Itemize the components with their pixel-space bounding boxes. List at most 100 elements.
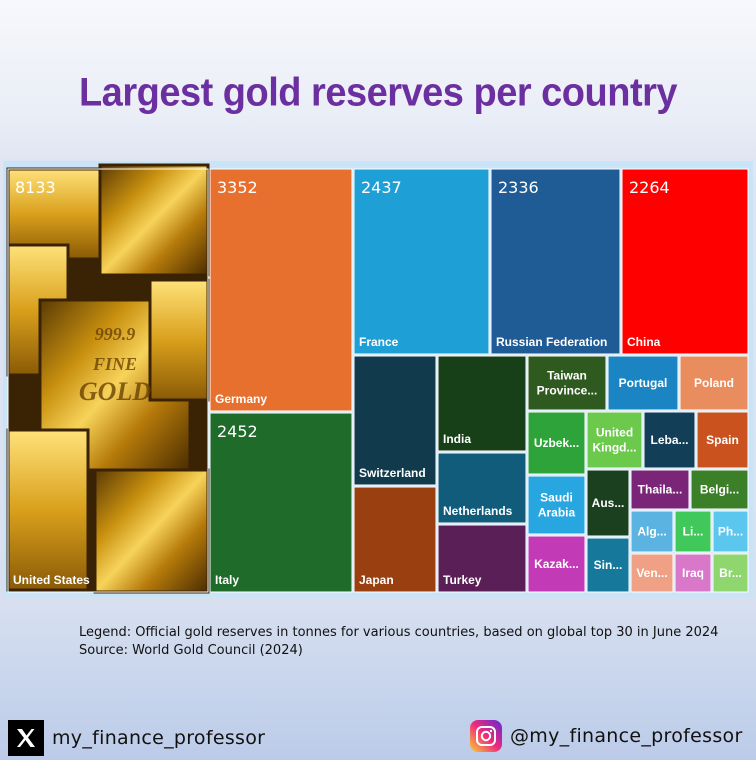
cell-label: Poland xyxy=(694,376,734,390)
cell-label: Portugal xyxy=(619,376,668,390)
treemap-cell-br[interactable]: Br... xyxy=(712,553,749,593)
cell-label: Ven... xyxy=(636,566,667,580)
cell-value: 2437 xyxy=(361,178,402,197)
cell-rect xyxy=(438,525,526,592)
instagram-logo-icon xyxy=(470,720,502,752)
cell-border xyxy=(490,168,621,355)
cell-label: Turkey xyxy=(443,573,482,587)
cell-border xyxy=(353,486,437,593)
cell-label: Thaila... xyxy=(638,483,683,497)
cell-label: United xyxy=(596,426,633,440)
treemap-cell-united-kingd[interactable]: UnitedKingd... xyxy=(586,411,643,469)
cell-border xyxy=(712,553,749,593)
cell-border xyxy=(674,510,712,553)
cell-rect xyxy=(354,356,436,485)
treemap-cell-belgi[interactable]: Belgi... xyxy=(690,469,749,510)
cell-rect xyxy=(438,453,526,523)
cell-label: Italy xyxy=(215,573,239,587)
cell-rect xyxy=(354,169,489,354)
treemap-cell-taiwan-province[interactable]: TaiwanProvince... xyxy=(527,355,607,411)
cell-border xyxy=(607,355,679,411)
cell-rect xyxy=(631,554,673,592)
cell-value: 2336 xyxy=(498,178,539,197)
cell-border xyxy=(674,553,712,593)
treemap-cell-portugal[interactable]: Portugal xyxy=(607,355,679,411)
treemap-cell-aus[interactable]: Aus... xyxy=(586,469,630,537)
cell-label: Taiwan xyxy=(547,369,587,383)
cell-border xyxy=(7,168,209,593)
cell-label: Japan xyxy=(359,573,394,587)
treemap-cell-kazak[interactable]: Kazak... xyxy=(527,535,586,593)
treemap-cell-li[interactable]: Li... xyxy=(674,510,712,553)
instagram-social[interactable]: @my_finance_professor xyxy=(470,720,743,752)
treemap-cell-thaila[interactable]: Thaila... xyxy=(630,469,690,510)
cell-border xyxy=(586,411,643,469)
cell-rect xyxy=(608,356,678,410)
cell-label: Germany xyxy=(215,392,267,406)
treemap-cell-netherlands[interactable]: Netherlands xyxy=(437,452,527,524)
cell-label: Belgi... xyxy=(700,483,739,497)
cell-value: 2264 xyxy=(629,178,670,197)
treemap-cell-india[interactable]: India xyxy=(437,355,527,452)
cell-border xyxy=(527,411,586,475)
cell-label: Alg... xyxy=(637,525,666,539)
treemap-cell-ph[interactable]: Ph... xyxy=(712,510,749,553)
cell-rect xyxy=(528,476,585,534)
treemap-cell-united-states[interactable]: 999.9 FINE GOLD 8133 United States xyxy=(6,163,210,594)
gold-bar-stamp: 999.9 xyxy=(95,324,136,344)
cell-rect xyxy=(528,412,585,474)
cell-border xyxy=(630,469,690,510)
treemap-cell-germany[interactable]: 3352 Germany xyxy=(209,168,353,412)
cell-label: Br... xyxy=(719,566,742,580)
cell-label: India xyxy=(443,432,471,446)
cell-label: Saudi xyxy=(540,491,573,505)
cell-label: France xyxy=(359,335,399,349)
cell-rect xyxy=(713,554,748,592)
treemap-cell-poland[interactable]: Poland xyxy=(679,355,749,411)
cell-rect xyxy=(675,554,711,592)
cell-border xyxy=(437,524,527,593)
cell-rect xyxy=(675,511,711,552)
treemap-cell-turkey[interactable]: Turkey xyxy=(437,524,527,593)
treemap-cell-uzbek[interactable]: Uzbek... xyxy=(527,411,586,475)
treemap-cell-switzerland[interactable]: Switzerland xyxy=(353,355,437,486)
cell-rect xyxy=(631,511,673,552)
x-handle: my_finance_professor xyxy=(52,727,266,749)
treemap-cell-iraq[interactable]: Iraq xyxy=(674,553,712,593)
treemap-cell-ven[interactable]: Ven... xyxy=(630,553,674,593)
treemap-cell-italy[interactable]: 2452 Italy xyxy=(209,412,353,593)
cell-label: Province... xyxy=(537,384,598,398)
cell-rect xyxy=(644,412,695,468)
treemap-cell-china[interactable]: 2264 China xyxy=(621,168,749,355)
treemap-cell-sin[interactable]: Sin... xyxy=(586,537,630,593)
cell-border xyxy=(679,355,749,411)
cell-rect xyxy=(680,356,748,410)
cell-value: 2452 xyxy=(217,422,258,441)
cell-rect xyxy=(697,412,748,468)
cell-label: United States xyxy=(13,573,90,587)
cell-label: Ph... xyxy=(718,525,743,539)
treemap-cell-leba[interactable]: Leba... xyxy=(643,411,696,469)
chart-title: Largest gold reserves per country xyxy=(78,70,678,116)
treemap-cell-russian-federation[interactable]: 2336 Russian Federation xyxy=(490,168,621,355)
cell-border xyxy=(209,168,353,412)
cell-label: Spain xyxy=(706,433,739,447)
legend: Legend: Official gold reserves in tonnes… xyxy=(79,624,718,660)
cell-border xyxy=(630,553,674,593)
treemap-cell-japan[interactable]: Japan xyxy=(353,486,437,593)
cell-label: Netherlands xyxy=(443,504,513,518)
cell-rect xyxy=(631,470,689,509)
treemap-cell-france[interactable]: 2437 France xyxy=(353,168,490,355)
cell-rect xyxy=(528,536,585,592)
gold-bar xyxy=(148,278,210,402)
treemap-cell-spain[interactable]: Spain xyxy=(696,411,749,469)
cell-rect xyxy=(438,356,526,451)
treemap-cell-alg[interactable]: Alg... xyxy=(630,510,674,553)
legend-text: Legend: Official gold reserves in tonnes… xyxy=(79,625,719,640)
cell-border xyxy=(437,355,527,452)
cell-border xyxy=(712,510,749,553)
source-text: Source: World Gold Council (2024) xyxy=(79,643,303,658)
cell-border xyxy=(586,537,630,593)
x-social[interactable]: my_finance_professor xyxy=(8,720,265,756)
